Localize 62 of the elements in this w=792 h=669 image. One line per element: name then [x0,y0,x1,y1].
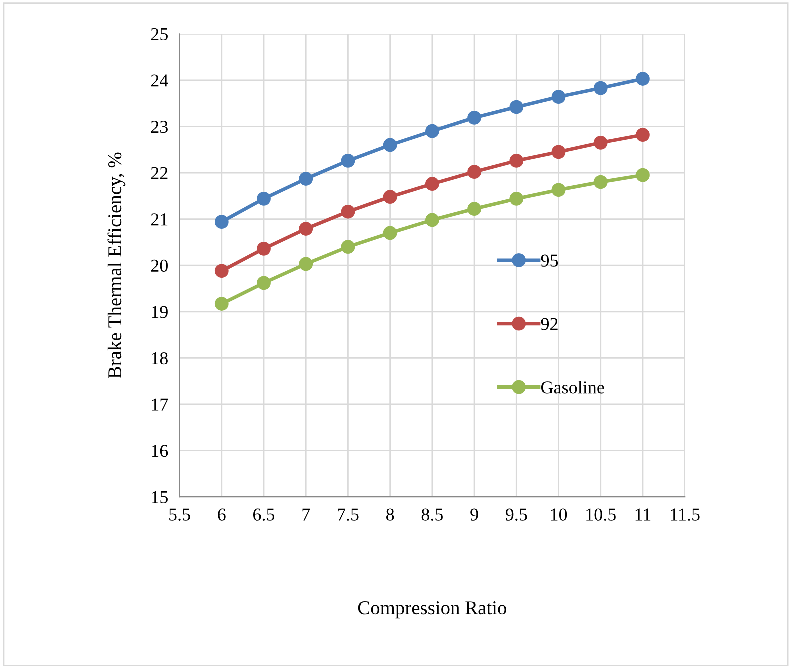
y-tick-label: 24 [151,74,168,87]
point [341,154,356,168]
point [468,110,482,125]
x-tick-label: 8.5 [422,508,444,521]
point [341,240,356,254]
point [425,124,440,138]
point [257,192,271,206]
x-tick-label: 9 [470,508,478,521]
point [552,183,566,198]
point [510,192,524,206]
y-tick-label: 15 [152,491,168,504]
y-tick-label: 23 [151,121,168,134]
point [594,175,608,190]
point [468,165,482,180]
point [257,242,271,256]
y-tick-label: 18 [152,352,168,365]
point [299,172,314,186]
y-tick-label: 20 [151,260,168,272]
point [257,276,271,290]
point [636,72,650,86]
y-tick-label: 16 [152,445,168,458]
point [594,136,608,150]
x-tick-label: 10.5 [586,508,616,521]
y-tick-label: 17 [152,398,168,411]
point [636,168,650,182]
point [341,204,356,219]
point [214,215,229,230]
y-tick-label: 25 [151,28,168,41]
x-tick-label: 9.5 [506,508,528,521]
point [552,90,566,104]
point [425,213,440,228]
point [636,128,650,142]
point [383,190,398,204]
y-tick-label: 19 [152,306,168,318]
x-tick-label: 11 [636,508,651,521]
point [214,264,229,278]
point [299,222,314,236]
y-tick-label: 21 [151,214,168,226]
legend-label: Gasoline [541,381,604,394]
x-tick-label: 8 [386,508,394,521]
point [383,226,398,240]
point [510,100,524,114]
x-tick-label: 7 [302,508,310,521]
point [468,202,482,216]
legend-label: 95 [541,254,558,267]
point [299,257,314,272]
x-tick-label: 5.5 [170,508,190,521]
point [510,154,524,168]
point [594,81,608,96]
x-tick-label: 10 [551,508,568,521]
point [425,177,440,192]
x-axis-title: Compression Ratio [358,602,506,619]
y-tick-label: 22 [151,167,168,180]
legend-label: 92 [541,318,558,330]
x-tick-label: 7.5 [338,508,359,521]
point [552,145,566,160]
y-axis-title: Brake Thermal Efficiency, % [108,152,126,379]
x-tick-label: 6 [218,508,226,521]
x-tick-label: 11.5 [671,508,700,521]
point [383,138,398,152]
point [214,297,229,311]
x-tick-label: 6.5 [253,508,275,521]
